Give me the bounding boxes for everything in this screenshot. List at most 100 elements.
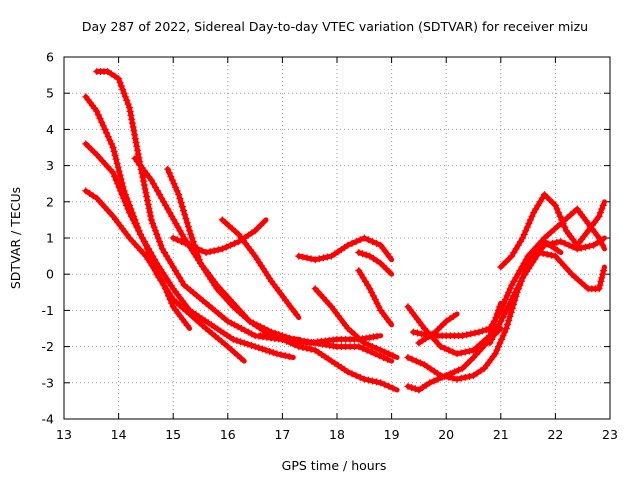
point-marker	[502, 325, 510, 332]
point-marker	[152, 183, 159, 191]
point-marker	[194, 245, 202, 253]
point-marker	[600, 267, 608, 275]
point-marker	[176, 195, 184, 203]
point-marker	[504, 321, 511, 328]
point-marker	[147, 216, 155, 224]
point-marker	[222, 243, 230, 251]
point-marker	[495, 343, 502, 351]
point-marker	[422, 331, 430, 339]
point-marker	[299, 344, 307, 351]
point-marker	[426, 379, 434, 387]
point-marker	[498, 335, 506, 343]
point-marker	[156, 191, 164, 199]
point-marker	[418, 330, 426, 338]
point-marker	[144, 197, 151, 204]
point-marker	[134, 150, 142, 158]
series-track-8	[218, 216, 302, 321]
point-marker	[281, 352, 289, 360]
point-marker	[449, 348, 457, 356]
point-marker	[157, 241, 165, 249]
point-marker	[411, 385, 419, 393]
point-marker	[307, 255, 315, 263]
point-marker	[463, 331, 471, 339]
point-marker	[149, 180, 157, 188]
point-marker	[285, 353, 293, 361]
point-marker	[167, 259, 175, 267]
point-marker	[519, 234, 527, 242]
point-marker	[154, 187, 161, 195]
point-marker	[187, 230, 195, 238]
point-marker	[135, 227, 143, 235]
point-marker	[473, 369, 481, 377]
y-tick-label: -2	[42, 339, 54, 354]
point-marker	[111, 72, 119, 80]
x-tick-label: 13	[56, 427, 72, 442]
point-marker	[441, 344, 449, 352]
point-marker	[348, 370, 356, 378]
point-marker	[156, 238, 164, 246]
point-marker	[307, 345, 315, 353]
point-marker	[379, 354, 387, 361]
point-marker	[359, 274, 367, 282]
point-marker	[136, 230, 144, 238]
point-marker	[165, 256, 173, 264]
y-tick-label: 4	[46, 122, 54, 137]
point-marker	[177, 199, 185, 207]
point-marker	[445, 373, 453, 381]
point-marker	[369, 377, 376, 385]
point-marker	[375, 303, 383, 311]
point-marker	[303, 344, 311, 352]
point-marker	[467, 330, 475, 338]
point-marker	[416, 359, 424, 367]
point-marker	[360, 375, 368, 383]
point-marker	[139, 234, 146, 242]
point-marker	[172, 183, 179, 191]
point-marker	[369, 238, 376, 246]
point-marker	[132, 138, 140, 146]
point-marker	[488, 321, 496, 329]
point-marker	[373, 332, 381, 340]
point-marker	[455, 366, 462, 374]
point-marker	[367, 348, 375, 356]
point-marker	[581, 243, 589, 251]
point-marker	[446, 315, 454, 323]
point-marker	[166, 209, 174, 217]
point-marker	[508, 252, 516, 260]
point-marker	[114, 163, 122, 171]
point-marker	[158, 245, 166, 253]
point-marker	[373, 239, 381, 247]
y-tick-label: 3	[46, 158, 54, 173]
point-marker	[127, 111, 135, 119]
point-marker	[163, 252, 171, 260]
point-marker	[362, 251, 370, 259]
point-marker	[557, 238, 565, 246]
point-marker	[150, 223, 158, 231]
point-marker	[98, 118, 106, 126]
point-marker	[373, 378, 381, 386]
point-marker	[437, 343, 445, 351]
point-marker	[183, 321, 191, 329]
point-marker	[147, 212, 155, 220]
point-marker	[178, 203, 186, 211]
point-marker	[479, 327, 487, 335]
point-marker	[486, 325, 494, 332]
point-marker	[131, 131, 139, 139]
series-track-9	[295, 234, 395, 264]
point-marker	[510, 249, 518, 256]
point-marker	[375, 352, 383, 360]
point-marker	[539, 249, 547, 257]
point-marker	[154, 234, 162, 242]
data-series	[82, 68, 608, 394]
point-marker	[128, 115, 136, 123]
point-marker	[116, 78, 124, 86]
point-marker	[373, 257, 381, 265]
point-marker	[264, 333, 272, 341]
x-tick-label: 22	[547, 427, 563, 442]
point-marker	[496, 339, 504, 347]
series-track-1	[82, 187, 193, 331]
point-marker	[364, 376, 372, 384]
point-marker	[128, 209, 136, 217]
point-marker	[595, 212, 603, 220]
point-marker	[181, 211, 189, 219]
point-marker	[168, 176, 176, 184]
